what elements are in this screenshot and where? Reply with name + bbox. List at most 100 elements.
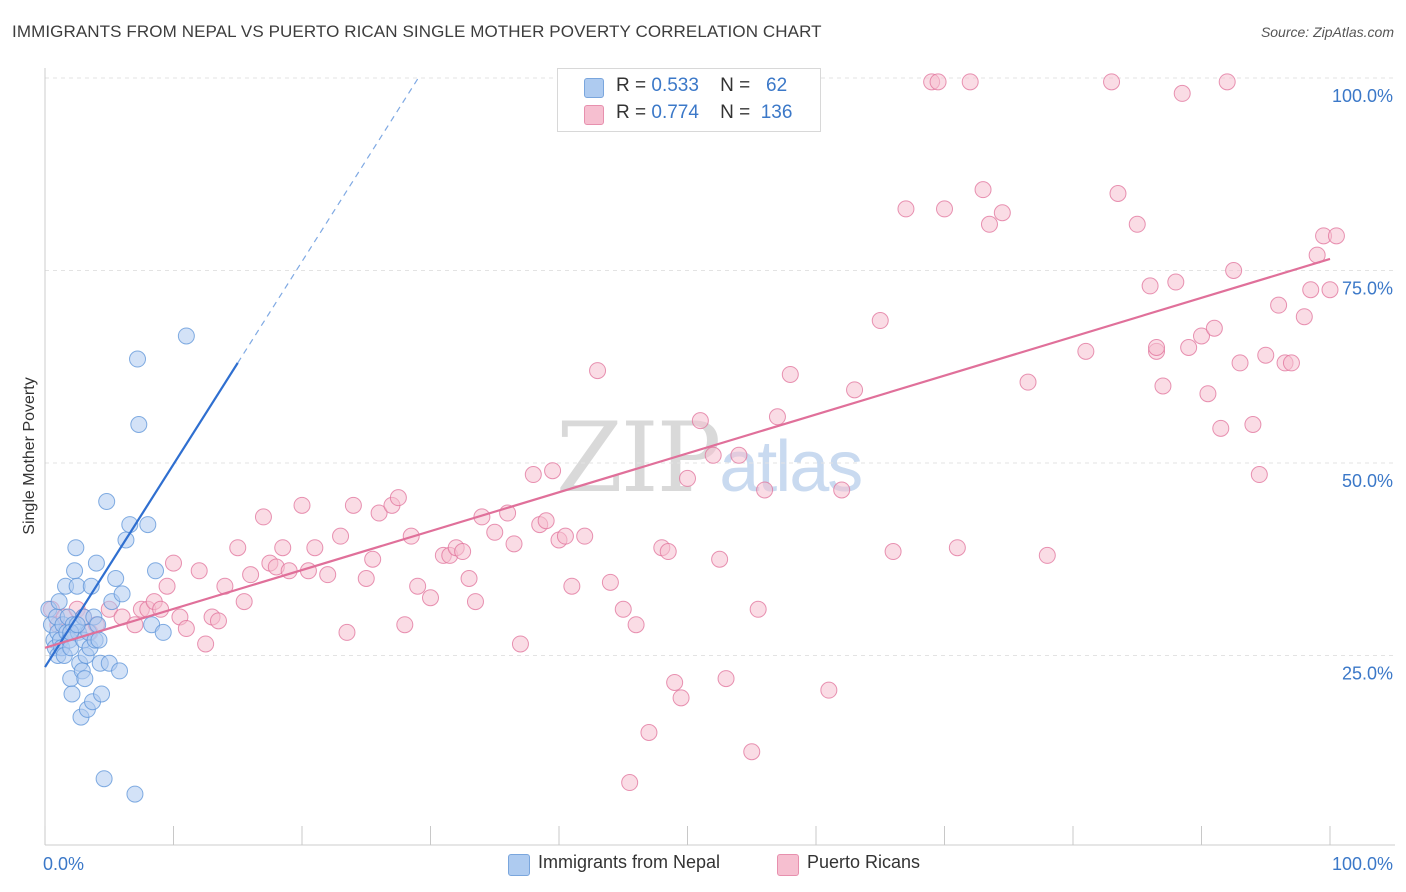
data-point xyxy=(197,635,215,653)
data-point xyxy=(1077,342,1095,360)
data-point xyxy=(396,616,414,634)
data-point xyxy=(409,577,427,595)
data-point xyxy=(711,550,729,568)
data-point xyxy=(1148,339,1166,356)
data-point xyxy=(756,481,774,499)
data-point xyxy=(113,585,131,603)
data-point xyxy=(95,770,113,788)
data-point xyxy=(749,600,767,618)
data-point xyxy=(293,496,311,514)
data-point xyxy=(884,543,902,561)
data-point xyxy=(165,554,182,572)
legend-r-label: R = xyxy=(616,102,647,123)
data-point xyxy=(833,481,851,499)
legend-swatch-nepal xyxy=(584,78,604,98)
data-point xyxy=(242,566,260,584)
data-point xyxy=(460,570,478,587)
trend-line-nepal xyxy=(44,362,239,668)
data-point xyxy=(111,662,129,680)
data-point xyxy=(344,496,362,514)
data-point xyxy=(961,73,979,91)
trend-line-puerto-ricans xyxy=(44,257,1331,649)
data-point xyxy=(66,562,84,580)
data-point xyxy=(717,670,735,688)
data-point xyxy=(370,504,388,522)
data-point xyxy=(704,446,722,464)
data-point xyxy=(544,462,562,480)
bottom-legend-swatch-puerto-ricans xyxy=(777,854,799,876)
data-point xyxy=(1302,281,1320,299)
data-point xyxy=(820,681,838,699)
data-point xyxy=(1154,377,1172,395)
data-point xyxy=(871,312,889,330)
data-point xyxy=(1270,296,1288,314)
data-point xyxy=(640,724,658,741)
trend-lines xyxy=(44,77,1331,668)
correlation-legend: R = 0.533 N = 62 R = 0.774 N = 136 xyxy=(557,68,821,132)
data-point xyxy=(154,623,172,641)
y-axis-title: Single Mother Poverty xyxy=(21,377,38,534)
bottom-legend-swatch-nepal xyxy=(508,854,530,876)
data-point xyxy=(1141,277,1159,295)
data-point xyxy=(948,539,966,557)
data-point xyxy=(1225,262,1243,279)
chart-title: IMMIGRANTS FROM NEPAL VS PUERTO RICAN SI… xyxy=(12,22,822,41)
data-point xyxy=(1167,273,1185,291)
data-point xyxy=(90,631,108,649)
x-tick-label-min: 0.0% xyxy=(43,854,84,874)
data-point xyxy=(1109,185,1127,202)
data-point xyxy=(1295,308,1313,326)
axis-labels: 25.0% 50.0% 75.0% 100.0% 0.0% 100.0% Single Mo… xyxy=(21,86,1393,874)
data-point xyxy=(76,670,94,688)
data-point xyxy=(126,785,144,803)
data-point xyxy=(589,362,607,380)
data-point xyxy=(505,535,523,553)
data-point xyxy=(1231,354,1249,372)
data-point xyxy=(743,743,761,761)
data-point xyxy=(601,573,619,591)
data-point xyxy=(454,543,472,561)
data-point xyxy=(781,365,799,383)
data-point xyxy=(980,215,998,233)
legend-r-value-nepal: 0.533 xyxy=(651,75,699,96)
data-point xyxy=(524,466,542,484)
data-point xyxy=(1205,319,1223,337)
data-point xyxy=(1173,84,1191,102)
data-point xyxy=(929,73,947,91)
legend-n-value-puerto-ricans: 136 xyxy=(760,102,793,123)
data-point xyxy=(897,200,915,218)
data-point xyxy=(158,577,176,595)
data-point xyxy=(319,566,337,584)
data-point xyxy=(768,408,786,426)
data-point xyxy=(357,570,375,587)
data-point xyxy=(846,381,864,399)
data-point xyxy=(209,612,227,630)
data-point xyxy=(666,673,684,691)
data-point xyxy=(67,539,85,557)
data-point xyxy=(1327,227,1345,245)
data-point xyxy=(1244,416,1262,433)
data-point xyxy=(422,589,439,607)
data-point xyxy=(177,327,195,345)
data-point xyxy=(338,623,356,641)
bottom-legend-label-nepal: Immigrants from Nepal xyxy=(538,852,721,872)
data-point xyxy=(730,446,748,464)
legend-r-label: R = xyxy=(616,75,647,96)
data-point xyxy=(129,350,147,368)
data-point xyxy=(936,200,953,218)
data-point xyxy=(364,550,382,568)
data-point xyxy=(627,616,645,634)
data-point xyxy=(147,562,165,580)
data-point xyxy=(614,600,632,618)
data-point xyxy=(537,512,555,530)
data-point xyxy=(190,562,208,580)
data-point xyxy=(1103,73,1121,91)
data-point xyxy=(486,523,504,541)
data-point xyxy=(274,539,292,557)
data-point xyxy=(389,489,407,507)
data-point xyxy=(177,620,195,638)
data-point xyxy=(87,554,105,572)
data-point xyxy=(1282,354,1300,372)
data-point xyxy=(93,685,111,703)
data-point xyxy=(98,493,116,510)
